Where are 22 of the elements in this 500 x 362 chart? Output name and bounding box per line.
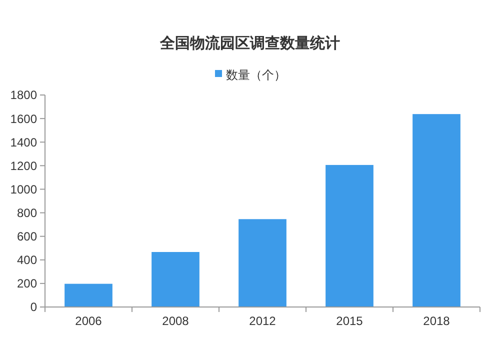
y-tick-label: 0 — [30, 300, 38, 314]
y-tick-label: 1200 — [10, 158, 38, 173]
legend-label: 数量（个） — [226, 68, 286, 82]
bar — [64, 284, 112, 307]
x-tick-label: 2008 — [162, 314, 190, 328]
y-tick-label: 1600 — [10, 112, 38, 126]
x-tick-label: 2006 — [75, 314, 102, 328]
y-tick-label: 1400 — [10, 135, 38, 150]
y-tick-label: 800 — [16, 206, 38, 220]
x-tick-label: 2012 — [249, 314, 276, 328]
y-tick-label: 1000 — [10, 182, 38, 196]
chart-title: 全国物流园区调查数量统计 — [159, 34, 340, 52]
y-tick-label: 600 — [16, 230, 38, 244]
bar — [412, 114, 460, 307]
y-tick-label: 1800 — [10, 88, 38, 102]
x-tick-label: 2018 — [423, 314, 450, 328]
x-tick-label: 2015 — [336, 314, 364, 328]
bar — [152, 252, 200, 307]
bar — [238, 219, 286, 307]
bar — [326, 164, 374, 307]
y-tick-label: 400 — [16, 253, 38, 268]
y-tick-label: 200 — [16, 276, 38, 291]
